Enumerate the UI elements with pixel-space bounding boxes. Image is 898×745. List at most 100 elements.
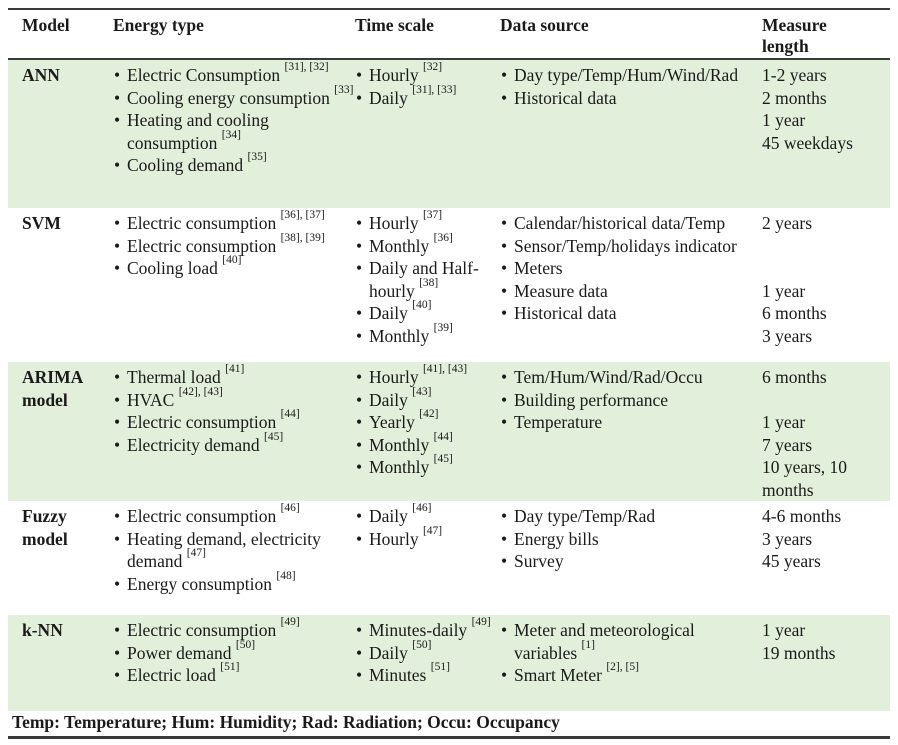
citation: [49] xyxy=(471,616,491,629)
citation: [47] xyxy=(186,547,206,560)
data-source-cell-list: Calendar/historical data/TempSensor/Temp… xyxy=(500,212,762,325)
list-item: Daily [46] xyxy=(355,502,500,528)
measure-length-value xyxy=(762,389,872,412)
list-item: Electric consumption [38], [39] xyxy=(113,232,355,258)
list-item: Daily [31], [33] xyxy=(355,83,500,110)
citation: [46] xyxy=(412,502,432,515)
measure-length-value xyxy=(762,235,872,258)
citation: [46] xyxy=(280,502,300,515)
list-item: Day type/Temp/Hum/Wind/Rad xyxy=(500,64,762,87)
energy-type-cell: Electric Consumption [31], [32]Cooling e… xyxy=(113,60,355,208)
list-item: Power demand [50] xyxy=(113,639,355,665)
list-item: Building performance xyxy=(500,389,762,412)
model-cell: SVM xyxy=(22,213,61,233)
list-item: Electric consumption [44] xyxy=(113,408,355,434)
header-measure-length: Measure length xyxy=(762,15,827,56)
citation: [35] xyxy=(247,151,267,164)
list-item: Measure data xyxy=(500,280,762,303)
time-scale-cell-list: Hourly [32]Daily [31], [33] xyxy=(355,61,500,110)
energy-type-cell-list: Electric consumption [36], [37]Electric … xyxy=(113,209,355,280)
measure-length-value: 4-6 months xyxy=(762,506,842,526)
citation: [2], [5] xyxy=(606,661,639,674)
list-item: Smart Meter [2], [5] xyxy=(500,661,762,687)
list-item: Electricity demand [45] xyxy=(113,430,355,457)
data-source-cell: Meter and meteorological variables [1]Sm… xyxy=(500,615,762,711)
citation: [42] xyxy=(419,408,439,421)
list-item: Thermal load [41] xyxy=(113,363,355,389)
measure-length-value: 3 years xyxy=(762,325,813,346)
measure-length-value: 1 year xyxy=(762,110,806,130)
list-item: Electric consumption [46] xyxy=(113,502,355,528)
citation: [31], [32] xyxy=(284,61,329,74)
citation: [41], [43] xyxy=(422,363,468,376)
measure-length-value: 1 year xyxy=(762,280,806,301)
measure-length-value: 1 year xyxy=(762,620,806,640)
table-header-row: Model Energy type Time scale Data source… xyxy=(8,10,890,60)
data-source-cell-list: Day type/Temp/Hum/Wind/RadHistorical dat… xyxy=(500,64,762,109)
list-item: Daily [43] xyxy=(355,385,500,412)
time-scale-cell-list: Minutes-daily [49]Daily [50]Minutes [51] xyxy=(355,616,500,687)
list-item: Yearly [42] xyxy=(355,408,500,434)
energy-type-cell-list: Electric consumption [46]Heating demand,… xyxy=(113,502,355,596)
list-item: Hourly [37] xyxy=(355,209,500,235)
list-item: Tem/Hum/Wind/Rad/Occu xyxy=(500,366,762,389)
measure-length-value: 1-2 years xyxy=(762,65,827,85)
list-item: Hourly [47] xyxy=(355,524,500,551)
table-row: SVM Electric consumption [36], [37]Electr… xyxy=(8,208,890,362)
list-item: Monthly [44] xyxy=(355,431,500,457)
citation: [51] xyxy=(430,661,450,674)
list-item: Heating demand, electricity demand [47] xyxy=(113,528,355,573)
data-source-cell-list: Tem/Hum/Wind/Rad/OccuBuilding performanc… xyxy=(500,366,762,434)
measure-length-value: 10 years, 10 months xyxy=(762,457,848,500)
time-scale-cell: Daily [46]Hourly [47] xyxy=(355,501,500,615)
measure-length-value: 45 weekdays xyxy=(762,132,853,153)
citation: [33] xyxy=(334,83,354,96)
list-item: Cooling load [40] xyxy=(113,254,355,280)
citation: [47] xyxy=(422,524,443,537)
citation: [31], [33] xyxy=(412,83,457,96)
list-item: Meters xyxy=(500,257,762,280)
measure-length-value: 7 years xyxy=(762,434,813,455)
list-item: Electric load [51] xyxy=(113,661,355,687)
list-item: Heating and cooling consumption [34] xyxy=(113,109,355,154)
citation: [43] xyxy=(412,385,432,398)
measure-length-value xyxy=(762,257,872,280)
list-item: Survey xyxy=(500,550,762,573)
time-scale-cell-list: Hourly [37]Monthly [36]Daily and Half-ho… xyxy=(355,209,500,348)
data-source-cell-list: Meter and meteorological variables [1]Sm… xyxy=(500,619,762,687)
energy-type-cell: Electric consumption [46]Heating demand,… xyxy=(113,501,355,615)
energy-type-cell: Electric consumption [49]Power demand [5… xyxy=(113,615,355,711)
list-item: Hourly [32] xyxy=(355,61,500,87)
list-item: Energy consumption [48] xyxy=(113,570,355,596)
citation: [42], [43] xyxy=(178,385,223,398)
list-item: Monthly [39] xyxy=(355,322,500,348)
citation: [45] xyxy=(433,453,453,466)
measure-length-cell: 4-6 months 3 years 45 years xyxy=(762,501,890,615)
measure-length-value: 2 years xyxy=(762,213,813,233)
list-item: Hourly [41], [43] xyxy=(355,363,500,389)
header-time-scale: Time scale xyxy=(355,15,434,35)
time-scale-cell: Minutes-daily [49]Daily [50]Minutes [51] xyxy=(355,615,500,711)
citation: [44] xyxy=(280,408,300,421)
list-item: Daily [40] xyxy=(355,299,500,325)
data-source-cell-list: Day type/Temp/RadEnergy billsSurvey xyxy=(500,505,762,573)
time-scale-cell: Hourly [32]Daily [31], [33] xyxy=(355,60,500,208)
model-cell: k-NN xyxy=(22,620,63,640)
table-row: Fuzzy model Electric consumption [46]Heat… xyxy=(8,501,890,615)
citation: [32] xyxy=(422,61,443,74)
energy-type-cell-list: Electric Consumption [31], [32]Cooling e… xyxy=(113,61,355,177)
citation: [45] xyxy=(264,430,284,443)
time-scale-cell-list: Daily [46]Hourly [47] xyxy=(355,502,500,551)
data-source-cell: Day type/Temp/Hum/Wind/RadHistorical dat… xyxy=(500,60,762,208)
citation: [50] xyxy=(412,638,432,651)
list-item: Day type/Temp/Rad xyxy=(500,505,762,528)
table-row: k-NN Electric consumption [49]Power deman… xyxy=(8,615,890,711)
measure-length-cell: 1 year 19 months xyxy=(762,615,890,711)
list-item: Historical data xyxy=(500,302,762,325)
list-item: Electric Consumption [31], [32] xyxy=(113,61,355,87)
list-item: Meter and meteorological variables [1] xyxy=(500,619,762,664)
header-model: Model xyxy=(22,15,70,35)
list-item: Minutes-daily [49] xyxy=(355,616,500,642)
list-item: Energy bills xyxy=(500,528,762,551)
energy-type-cell-list: Thermal load [41]HVAC [42], [43]Electric… xyxy=(113,363,355,457)
